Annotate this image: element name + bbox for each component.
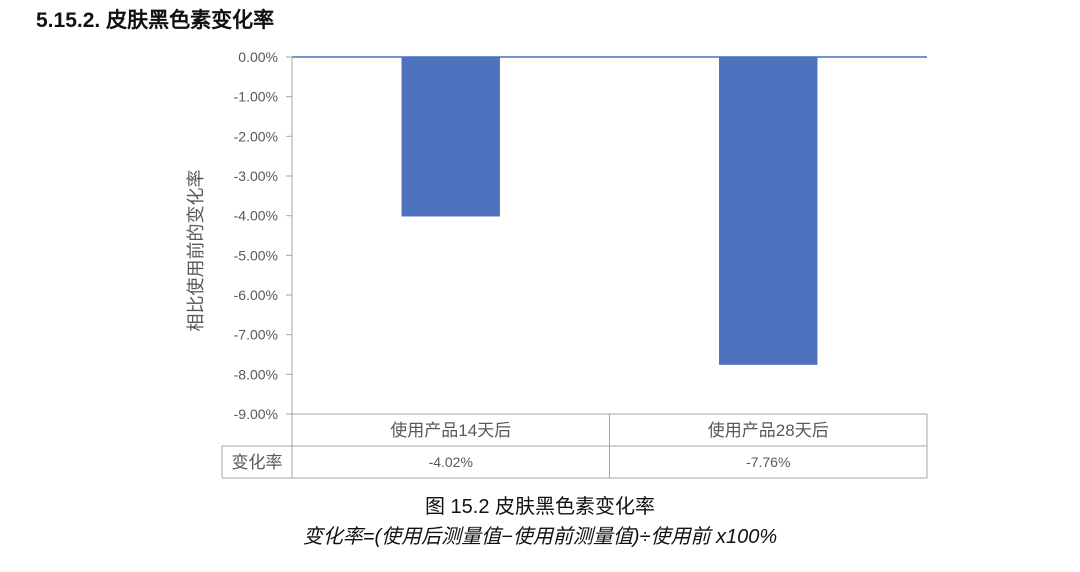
category-label: 使用产品14天后 — [390, 420, 511, 440]
melanin-change-chart: 相比使用前的变化率 0.00% -1.00% -2.00% -3.00% -4.00% -… — [186, 49, 928, 479]
y-tick-label: -7.00% — [234, 327, 278, 343]
table-value: -4.02% — [429, 454, 473, 470]
table-row-label: 变化率 — [232, 453, 283, 472]
axes — [291, 56, 927, 414]
y-tick-label: -6.00% — [234, 287, 278, 303]
section-heading: 5.15.2. 皮肤黑色素变化率 — [36, 4, 274, 34]
y-tick-label: -2.00% — [234, 128, 278, 144]
y-tick-label: -3.00% — [234, 168, 278, 184]
figure-caption: 图 15.2 皮肤黑色素变化率 — [424, 496, 656, 518]
bar-1 — [401, 57, 500, 217]
y-tick-label: -5.00% — [234, 247, 278, 263]
category-label: 使用产品28天后 — [708, 420, 829, 440]
table-value: -7.76% — [746, 454, 790, 470]
bar-2 — [719, 57, 818, 365]
y-tick-label: 0.00% — [238, 49, 278, 65]
y-tick-label: -8.00% — [234, 366, 278, 382]
section-number: 5.15.2. — [36, 9, 101, 32]
formula-note: 变化率=(使用后测量值−使用前测量值)÷使用前 x100% — [302, 526, 778, 548]
y-tick-label: -9.00% — [234, 406, 278, 422]
y-axis-ticks: 0.00% -1.00% -2.00% -3.00% -4.00% -5.00% -6.00… — [234, 49, 292, 422]
section-title: 皮肤黑色素变化率 — [106, 9, 275, 32]
y-tick-label: -4.00% — [234, 208, 278, 224]
y-tick-label: -1.00% — [234, 89, 278, 105]
bars — [401, 57, 818, 365]
y-axis-title: 相比使用前的变化率 — [186, 170, 206, 332]
